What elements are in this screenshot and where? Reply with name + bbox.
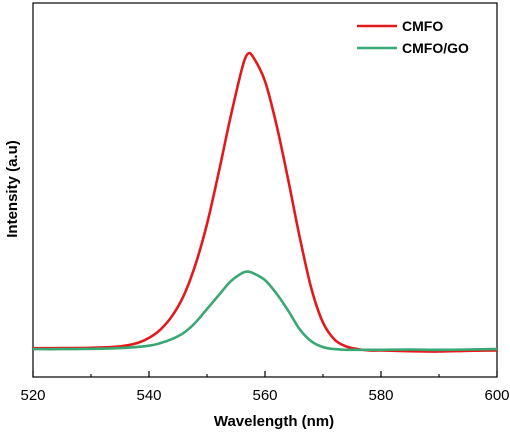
x-tick-label: 560 bbox=[252, 387, 277, 404]
series-line-1 bbox=[32, 51, 498, 353]
x-tick-label: 580 bbox=[368, 387, 393, 404]
plot-frame bbox=[32, 2, 498, 378]
y-axis-title: Intensity (a.u) bbox=[4, 140, 21, 238]
x-tick-label: 520 bbox=[20, 387, 45, 404]
legend-label-2: CMFO/GO bbox=[402, 40, 469, 56]
x-axis-title: Wavelength (nm) bbox=[214, 413, 334, 430]
x-tick-label: 600 bbox=[484, 387, 509, 404]
x-tick-label: 540 bbox=[136, 387, 161, 404]
series-line-2 bbox=[32, 270, 498, 352]
legend-label-1: CMFO bbox=[402, 18, 443, 34]
